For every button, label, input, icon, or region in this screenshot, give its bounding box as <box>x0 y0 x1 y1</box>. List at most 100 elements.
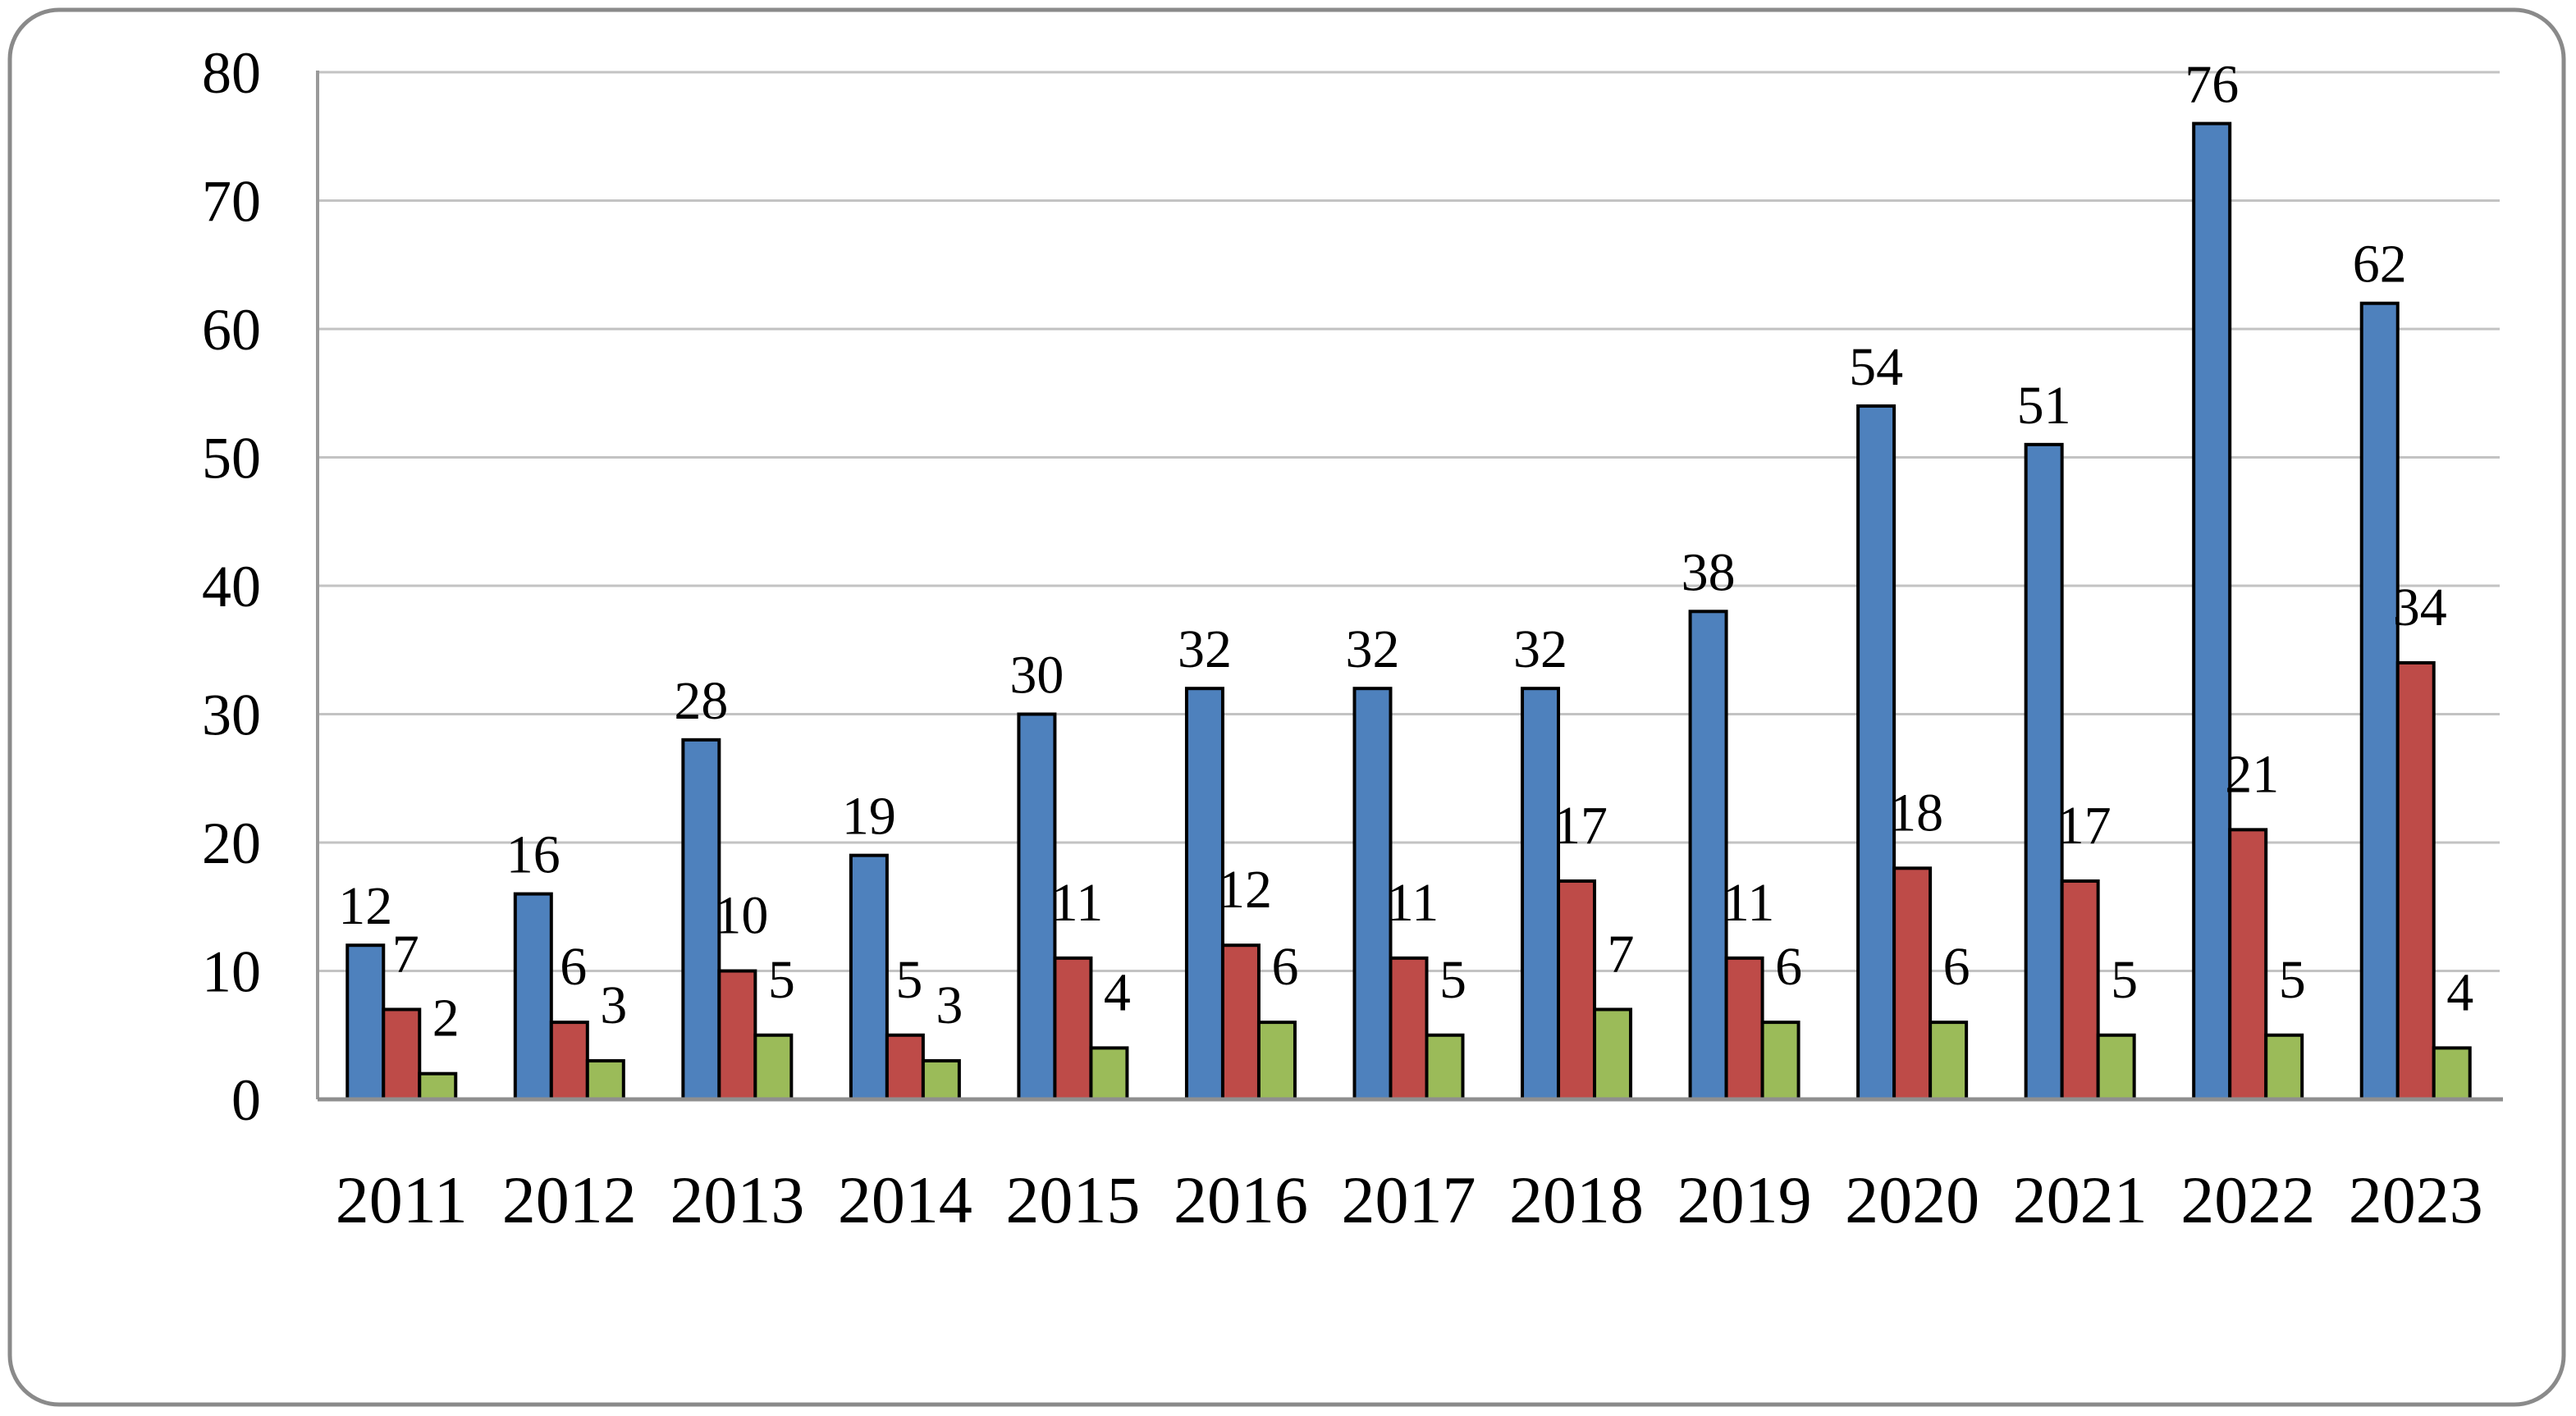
data-label-series-1-blue-2017: 32 <box>1346 619 1400 679</box>
bar-series-2-red-2012 <box>549 1021 589 1101</box>
data-label-series-3-green-2018: 7 <box>1608 924 1635 984</box>
bar-series-3-green-2017 <box>1425 1033 1465 1101</box>
y-tick-label: 60 <box>202 297 261 363</box>
data-label-series-2-red-2018: 17 <box>1553 796 1608 856</box>
data-label-series-2-red-2017: 11 <box>1387 873 1439 933</box>
data-label-series-1-blue-2016: 32 <box>1178 619 1232 679</box>
y-tick-label: 40 <box>202 554 261 619</box>
bar-series-2-red-2020 <box>1892 866 1933 1102</box>
data-label-series-2-red-2019: 11 <box>1723 873 1775 933</box>
bar-series-1-blue-2017 <box>1352 687 1393 1101</box>
data-label-series-1-blue-2021: 51 <box>2017 376 2071 436</box>
bar-series-3-green-2013 <box>753 1033 794 1101</box>
bar-series-1-blue-2021 <box>2024 442 2064 1101</box>
x-category-label-2013: 2013 <box>670 1162 804 1237</box>
bar-series-3-green-2012 <box>585 1059 625 1102</box>
data-label-series-2-red-2015: 11 <box>1051 873 1104 933</box>
data-label-series-2-red-2020: 18 <box>1889 783 1943 843</box>
data-label-series-2-red-2022: 21 <box>2225 744 2279 804</box>
x-category-label-2017: 2017 <box>1342 1162 1476 1237</box>
bar-series-1-blue-2012 <box>513 892 553 1101</box>
y-tick-label: 70 <box>202 169 261 235</box>
data-label-series-3-green-2020: 6 <box>1943 937 1970 997</box>
bar-series-1-blue-2018 <box>1521 687 1561 1101</box>
bar-series-3-green-2016 <box>1256 1021 1297 1101</box>
data-label-series-3-green-2013: 5 <box>768 950 795 1010</box>
y-tick-label: 0 <box>231 1067 261 1133</box>
bar-series-3-green-2018 <box>1593 1007 1633 1101</box>
data-label-series-1-blue-2012: 16 <box>506 825 560 885</box>
data-label-series-3-green-2015: 4 <box>1104 962 1131 1022</box>
bar-series-2-red-2011 <box>382 1007 422 1101</box>
bar-series-3-green-2014 <box>921 1059 961 1102</box>
data-label-series-1-blue-2022: 76 <box>2185 55 2239 115</box>
bar-series-3-green-2015 <box>1089 1046 1129 1102</box>
bar-series-1-blue-2013 <box>681 738 721 1101</box>
x-category-label-2018: 2018 <box>1509 1162 1644 1237</box>
x-category-label-2012: 2012 <box>502 1162 637 1237</box>
bar-series-3-green-2019 <box>1760 1021 1800 1101</box>
data-label-series-1-blue-2018: 32 <box>1513 619 1567 679</box>
bar-series-1-blue-2023 <box>2359 301 2400 1101</box>
bar-series-1-blue-2011 <box>345 943 386 1101</box>
data-label-series-1-blue-2011: 12 <box>338 876 392 936</box>
bar-series-2-red-2015 <box>1053 956 1093 1101</box>
data-label-series-3-green-2023: 4 <box>2446 962 2473 1022</box>
bar-series-3-green-2021 <box>2096 1033 2136 1101</box>
data-label-series-3-green-2012: 3 <box>600 975 627 1035</box>
bar-series-3-green-2023 <box>2432 1046 2472 1102</box>
bar-series-1-blue-2020 <box>1856 404 1897 1101</box>
bar-series-2-red-2018 <box>1557 879 1597 1101</box>
x-category-label-2022: 2022 <box>2180 1162 2315 1237</box>
y-tick-label: 80 <box>202 40 261 106</box>
bar-series-2-red-2013 <box>717 969 757 1101</box>
data-label-series-1-blue-2020: 54 <box>1849 337 1903 397</box>
data-label-series-2-red-2011: 7 <box>392 924 419 984</box>
data-label-series-2-red-2016: 12 <box>1218 860 1272 920</box>
data-label-series-3-green-2019: 6 <box>1775 937 1802 997</box>
bar-series-2-red-2016 <box>1220 943 1261 1101</box>
bar-series-1-blue-2015 <box>1017 712 1057 1101</box>
data-label-series-1-blue-2013: 28 <box>674 671 728 731</box>
data-label-series-1-blue-2019: 38 <box>1681 542 1736 602</box>
bar-series-1-blue-2016 <box>1184 687 1224 1101</box>
data-label-series-3-green-2011: 2 <box>432 989 460 1048</box>
data-label-series-3-green-2017: 5 <box>1439 950 1466 1010</box>
bar-series-2-red-2022 <box>2228 828 2268 1101</box>
x-category-label-2014: 2014 <box>838 1162 972 1237</box>
bar-series-2-red-2017 <box>1389 956 1429 1101</box>
y-tick-label: 20 <box>202 811 261 876</box>
bar-series-3-green-2022 <box>2264 1033 2304 1101</box>
data-label-series-2-red-2013: 10 <box>714 886 768 946</box>
bar-series-1-blue-2019 <box>1688 610 1728 1101</box>
data-label-series-1-blue-2023: 62 <box>2353 235 2407 295</box>
y-tick-label: 50 <box>202 426 261 491</box>
y-tick-label: 30 <box>202 683 261 748</box>
bar-series-2-red-2014 <box>885 1033 925 1101</box>
data-label-series-3-green-2014: 3 <box>936 975 963 1035</box>
bar-series-2-red-2021 <box>2060 879 2100 1101</box>
x-category-label-2020: 2020 <box>1845 1162 1979 1237</box>
data-label-series-1-blue-2015: 30 <box>1009 646 1064 706</box>
x-category-label-2015: 2015 <box>1005 1162 1140 1237</box>
data-label-series-3-green-2022: 5 <box>2279 950 2306 1010</box>
data-label-series-2-red-2012: 6 <box>560 937 587 997</box>
bar-series-2-red-2019 <box>1724 956 1764 1101</box>
bar-series-3-green-2020 <box>1929 1021 1969 1101</box>
bar-series-1-blue-2014 <box>849 853 889 1102</box>
data-label-series-1-blue-2014: 19 <box>842 787 896 847</box>
x-category-label-2011: 2011 <box>336 1162 468 1237</box>
x-category-label-2016: 2016 <box>1174 1162 1308 1237</box>
data-label-series-2-red-2021: 17 <box>2057 796 2112 856</box>
y-tick-label: 10 <box>202 939 261 1005</box>
bar-series-3-green-2011 <box>418 1071 458 1101</box>
bar-series-2-red-2023 <box>2395 660 2436 1101</box>
x-category-label-2021: 2021 <box>2013 1162 2148 1237</box>
data-label-series-3-green-2016: 6 <box>1271 937 1298 997</box>
x-category-label-2023: 2023 <box>2349 1162 2483 1237</box>
x-category-label-2019: 2019 <box>1677 1162 1812 1237</box>
data-label-series-3-green-2021: 5 <box>2111 950 2138 1010</box>
data-label-series-2-red-2014: 5 <box>895 950 922 1010</box>
